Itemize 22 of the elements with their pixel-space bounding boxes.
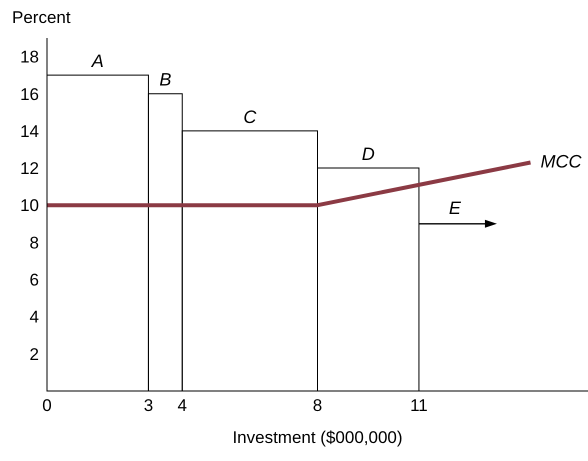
y-tick-label: 2 bbox=[30, 344, 39, 364]
y-tick-label: 18 bbox=[20, 48, 39, 67]
annotation: C bbox=[243, 106, 258, 127]
x-tick-label: 8 bbox=[312, 396, 322, 416]
y-axis-title: Percent bbox=[12, 8, 71, 28]
annotation: B bbox=[159, 70, 172, 90]
x-tick-label: 11 bbox=[410, 396, 428, 416]
annotation: E bbox=[448, 198, 462, 218]
y-tick-label: 12 bbox=[20, 159, 39, 178]
y-tick-label: 6 bbox=[30, 270, 39, 290]
x-axis-title: Investment ($000,000) bbox=[232, 428, 403, 447]
annotation: D bbox=[362, 144, 375, 164]
annotation: A bbox=[90, 51, 104, 72]
x-tick-label: 0 bbox=[42, 396, 52, 416]
y-tick-label: 14 bbox=[20, 122, 39, 141]
x-tick-label: 3 bbox=[144, 396, 154, 416]
x-tick-label: 4 bbox=[178, 396, 187, 416]
series-label: MCC bbox=[540, 151, 583, 172]
y-tick-label: 4 bbox=[30, 308, 39, 327]
y-tick-label: 8 bbox=[30, 233, 39, 252]
y-tick-label: 10 bbox=[20, 196, 39, 216]
y-tick-label: 16 bbox=[20, 84, 39, 104]
